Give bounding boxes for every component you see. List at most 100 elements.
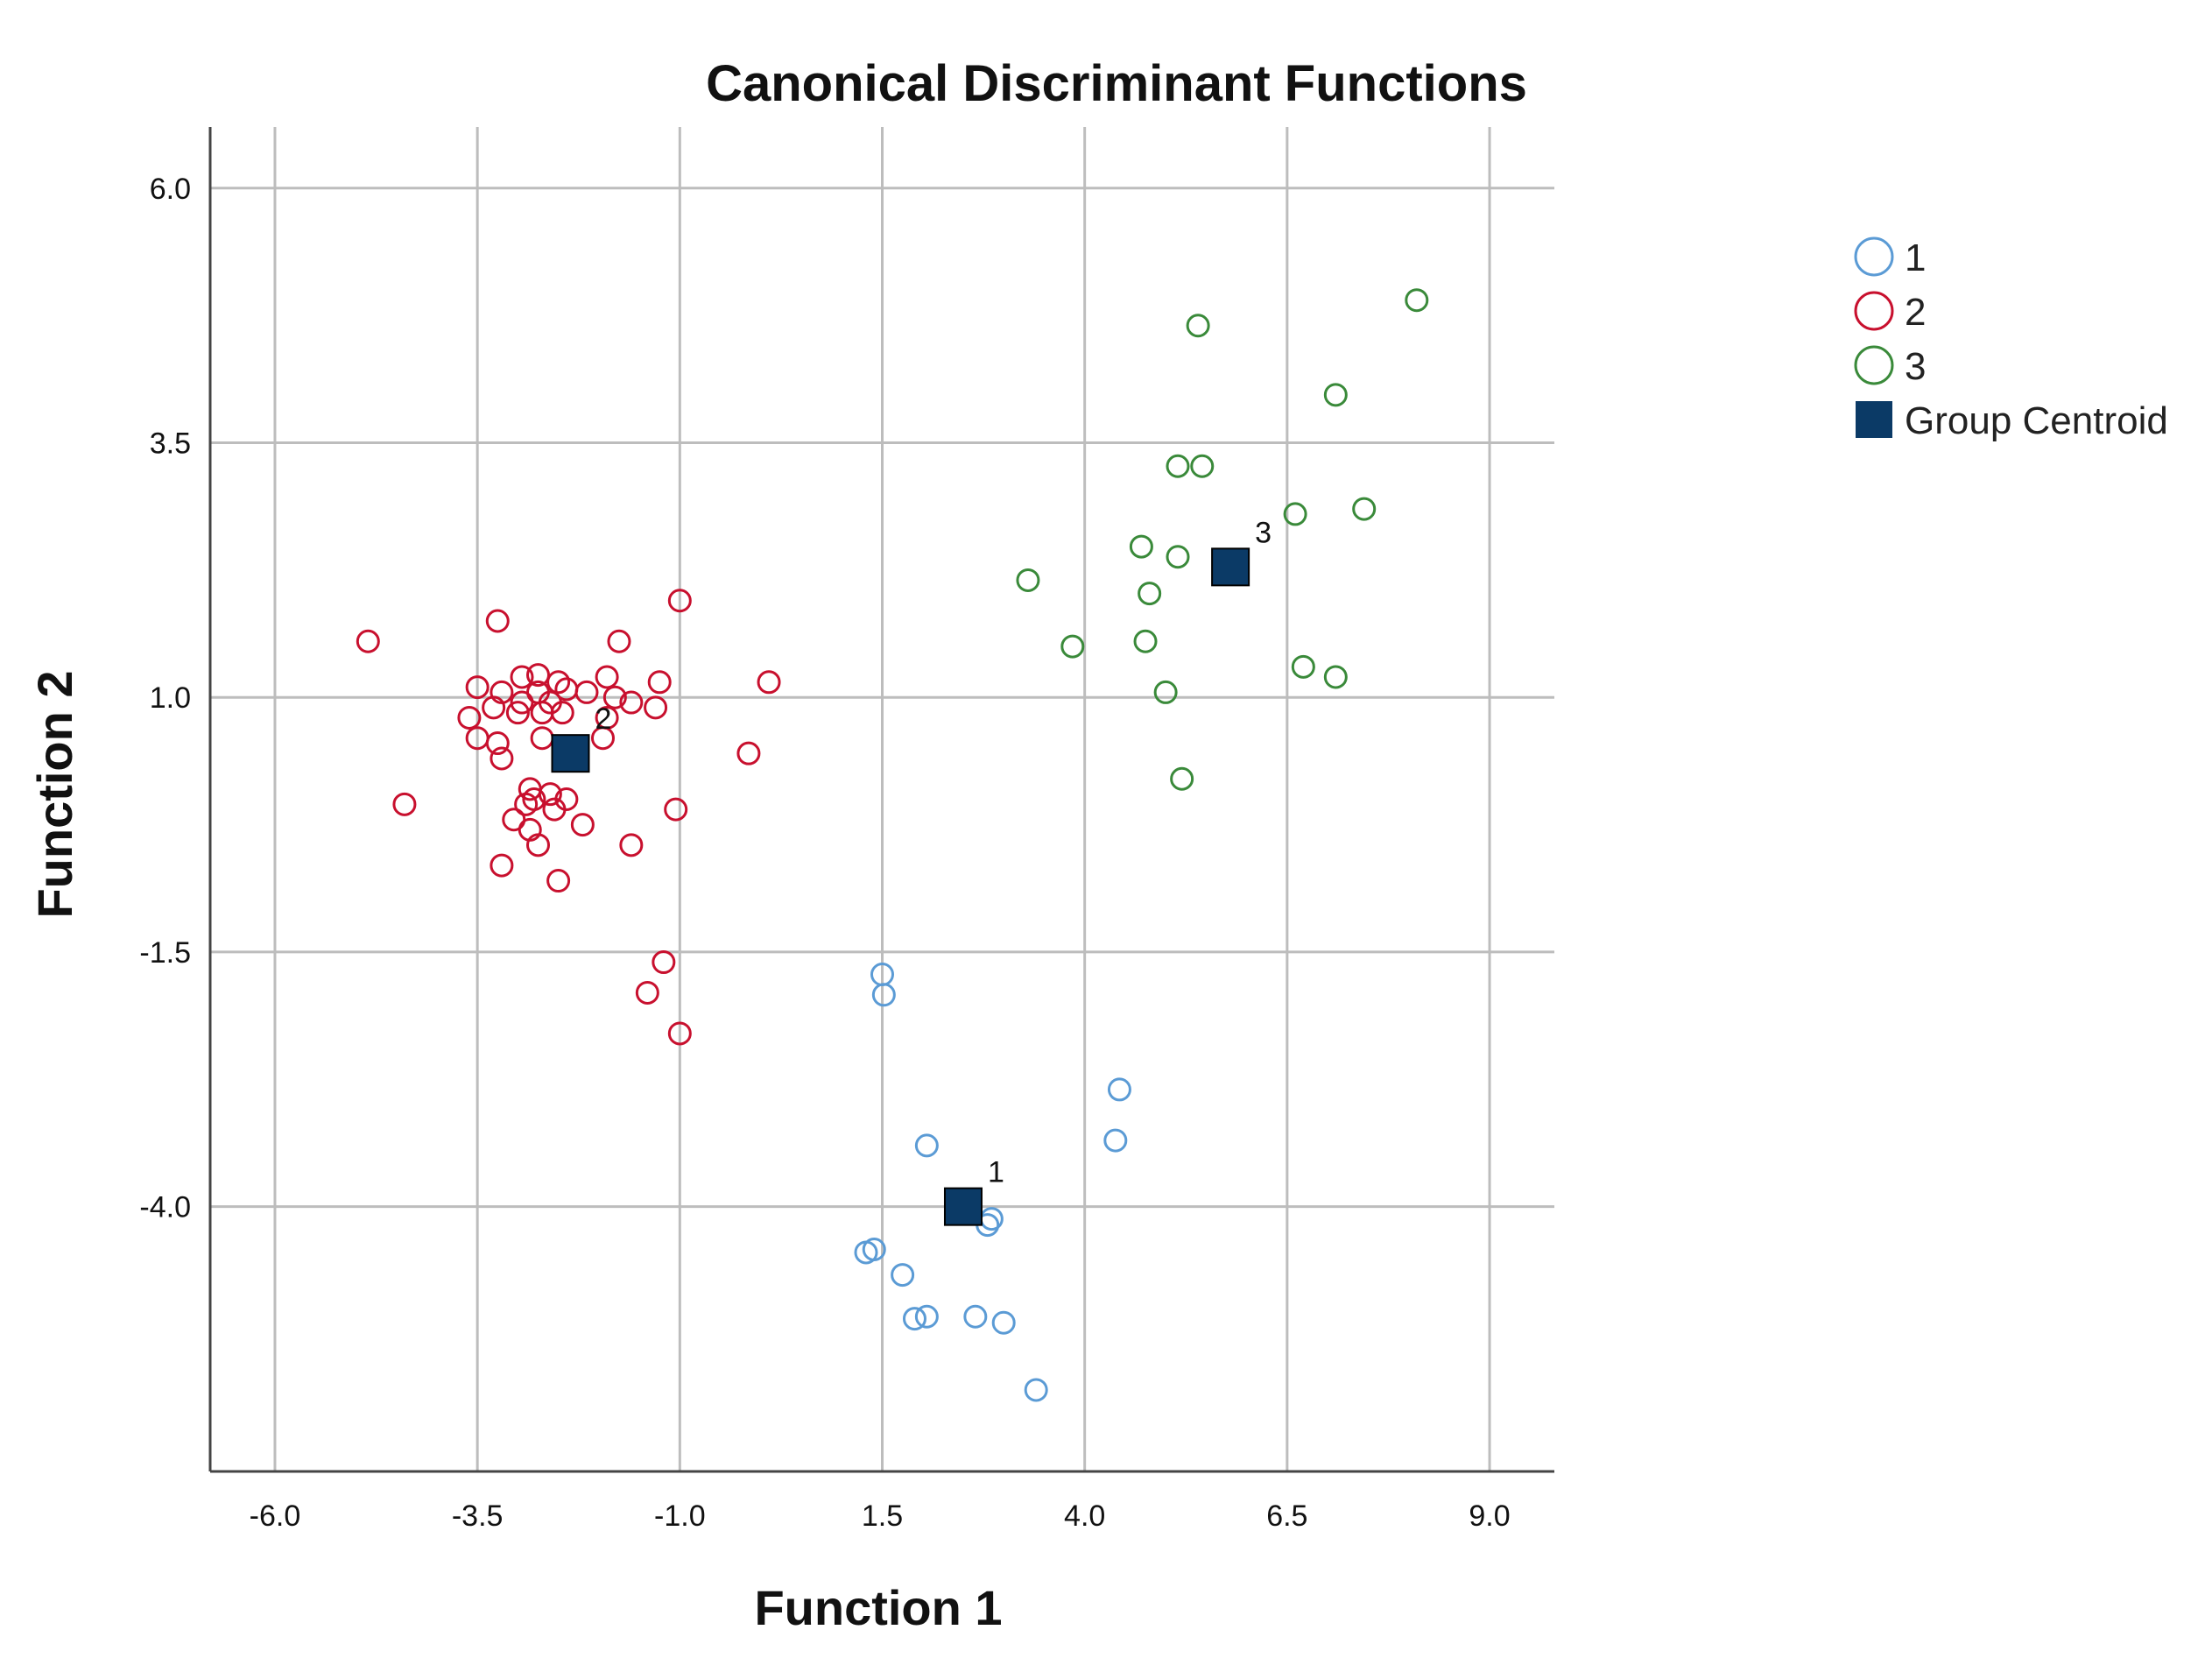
x-tick-label: 4.0: [1064, 1499, 1105, 1533]
data-point-group-2: [356, 629, 380, 653]
data-point-group-2: [607, 629, 631, 653]
data-point-group-3: [1153, 680, 1178, 704]
x-axis-title: Function 1: [754, 1580, 1002, 1635]
data-point-group-1: [862, 1237, 886, 1261]
data-point-group-2: [546, 869, 571, 893]
data-point-group-3: [1291, 654, 1315, 679]
x-tick-label: 1.5: [862, 1499, 903, 1533]
x-tick-label: -3.5: [452, 1499, 504, 1533]
chart-title: Canonical Discriminant Functions: [706, 55, 1527, 112]
data-point-group-2: [590, 726, 615, 751]
data-point-group-3: [1283, 502, 1307, 526]
legend-label: Group Centroid: [1905, 399, 2168, 442]
data-point-group-3: [1060, 634, 1085, 659]
data-point-group-2: [526, 833, 551, 857]
data-point-group-2: [570, 813, 595, 837]
data-point-group-2: [647, 670, 672, 695]
group-centroids: 1 2 3: [551, 516, 1272, 1226]
y-axis-title: Function 2: [27, 670, 82, 918]
legend-marker-centroid: [1856, 401, 1892, 438]
y-tick-label: -4.0: [139, 1191, 191, 1224]
x-tick-label: -1.0: [654, 1499, 706, 1533]
data-point-group-2: [546, 670, 571, 695]
x-tick-label: 6.5: [1266, 1499, 1307, 1533]
legend-marker-3: [1854, 345, 1894, 385]
data-point-group-3: [1323, 665, 1348, 689]
data-point-group-1: [991, 1310, 1016, 1335]
centroid-marker-1: [943, 1187, 983, 1226]
data-point-group-2: [530, 726, 554, 751]
data-point-group-2: [526, 663, 551, 688]
data-point-group-1: [1107, 1077, 1131, 1102]
axes: [208, 127, 1554, 1473]
x-tick-label: -6.0: [250, 1499, 301, 1533]
data-point-group-1: [1103, 1128, 1128, 1153]
data-point-group-1: [871, 983, 896, 1007]
data-point-group-3: [1166, 545, 1190, 569]
data-points: [356, 288, 1429, 1402]
centroid-label-1: 1: [988, 1156, 1004, 1189]
centroid-marker-2: [551, 734, 590, 773]
data-point-group-1: [902, 1307, 926, 1331]
data-point-group-2: [510, 665, 534, 689]
data-point-group-2: [619, 833, 644, 857]
data-point-group-2: [457, 705, 482, 730]
data-point-group-2: [595, 665, 619, 689]
data-point-group-2: [667, 1021, 692, 1046]
data-point-group-3: [1138, 582, 1162, 606]
legend-label: 1: [1905, 236, 1926, 279]
data-point-group-2: [465, 675, 490, 700]
data-point-group-2: [510, 690, 534, 715]
data-point-group-2: [602, 685, 627, 709]
data-point-group-3: [1405, 288, 1429, 313]
data-point-group-3: [1186, 314, 1210, 338]
data-point-group-1: [891, 1263, 915, 1288]
data-point-group-3: [1016, 568, 1040, 592]
data-point-group-2: [485, 609, 510, 633]
data-point-group-2: [538, 782, 562, 807]
data-point-group-3: [1170, 766, 1194, 791]
centroid-label-3: 3: [1255, 516, 1272, 549]
y-tick-label: 6.0: [150, 173, 191, 206]
grid-lines: [210, 127, 1554, 1471]
data-point-group-3: [1323, 383, 1348, 407]
data-point-group-2: [664, 797, 688, 822]
data-point-group-2: [619, 690, 644, 715]
centroid-label-2: 2: [595, 702, 611, 736]
y-tick-label: 1.0: [150, 681, 191, 715]
legend-label: 3: [1905, 345, 1926, 388]
data-point-group-2: [635, 980, 659, 1005]
legend-label: 2: [1905, 291, 1926, 334]
data-point-group-2: [574, 680, 599, 704]
data-point-group-2: [644, 695, 668, 720]
data-point-group-3: [1352, 497, 1377, 521]
data-point-group-2: [490, 853, 514, 878]
data-point-group-2: [757, 670, 781, 695]
data-point-group-1: [914, 1133, 939, 1158]
data-point-group-2: [667, 589, 692, 613]
data-point-group-3: [1133, 629, 1158, 653]
data-point-group-1: [914, 1304, 939, 1329]
data-point-group-2: [392, 792, 417, 816]
data-point-group-2: [485, 731, 510, 756]
data-point-group-2: [490, 746, 514, 771]
data-point-group-1: [963, 1304, 988, 1329]
legend: 1 2 3 Group Centroid: [1854, 236, 2168, 442]
data-point-group-3: [1129, 534, 1153, 559]
data-point-group-3: [1190, 454, 1215, 478]
data-point-group-2: [550, 701, 574, 725]
x-tick-labels: -6.0 -3.5 -1.0 1.5 4.0 6.5 9.0: [250, 1499, 1511, 1533]
data-point-group-2: [736, 741, 761, 766]
data-point-group-2: [542, 797, 567, 822]
data-point-group-2: [522, 787, 546, 811]
data-point-group-2: [652, 950, 676, 975]
data-point-group-2: [482, 695, 506, 720]
data-point-group-1: [1024, 1378, 1048, 1402]
data-point-group-2: [505, 701, 530, 725]
legend-marker-2: [1854, 291, 1894, 331]
x-tick-label: 9.0: [1469, 1499, 1510, 1533]
centroid-marker-3: [1211, 547, 1250, 587]
y-tick-label: -1.5: [139, 936, 191, 970]
legend-marker-1: [1854, 236, 1894, 277]
